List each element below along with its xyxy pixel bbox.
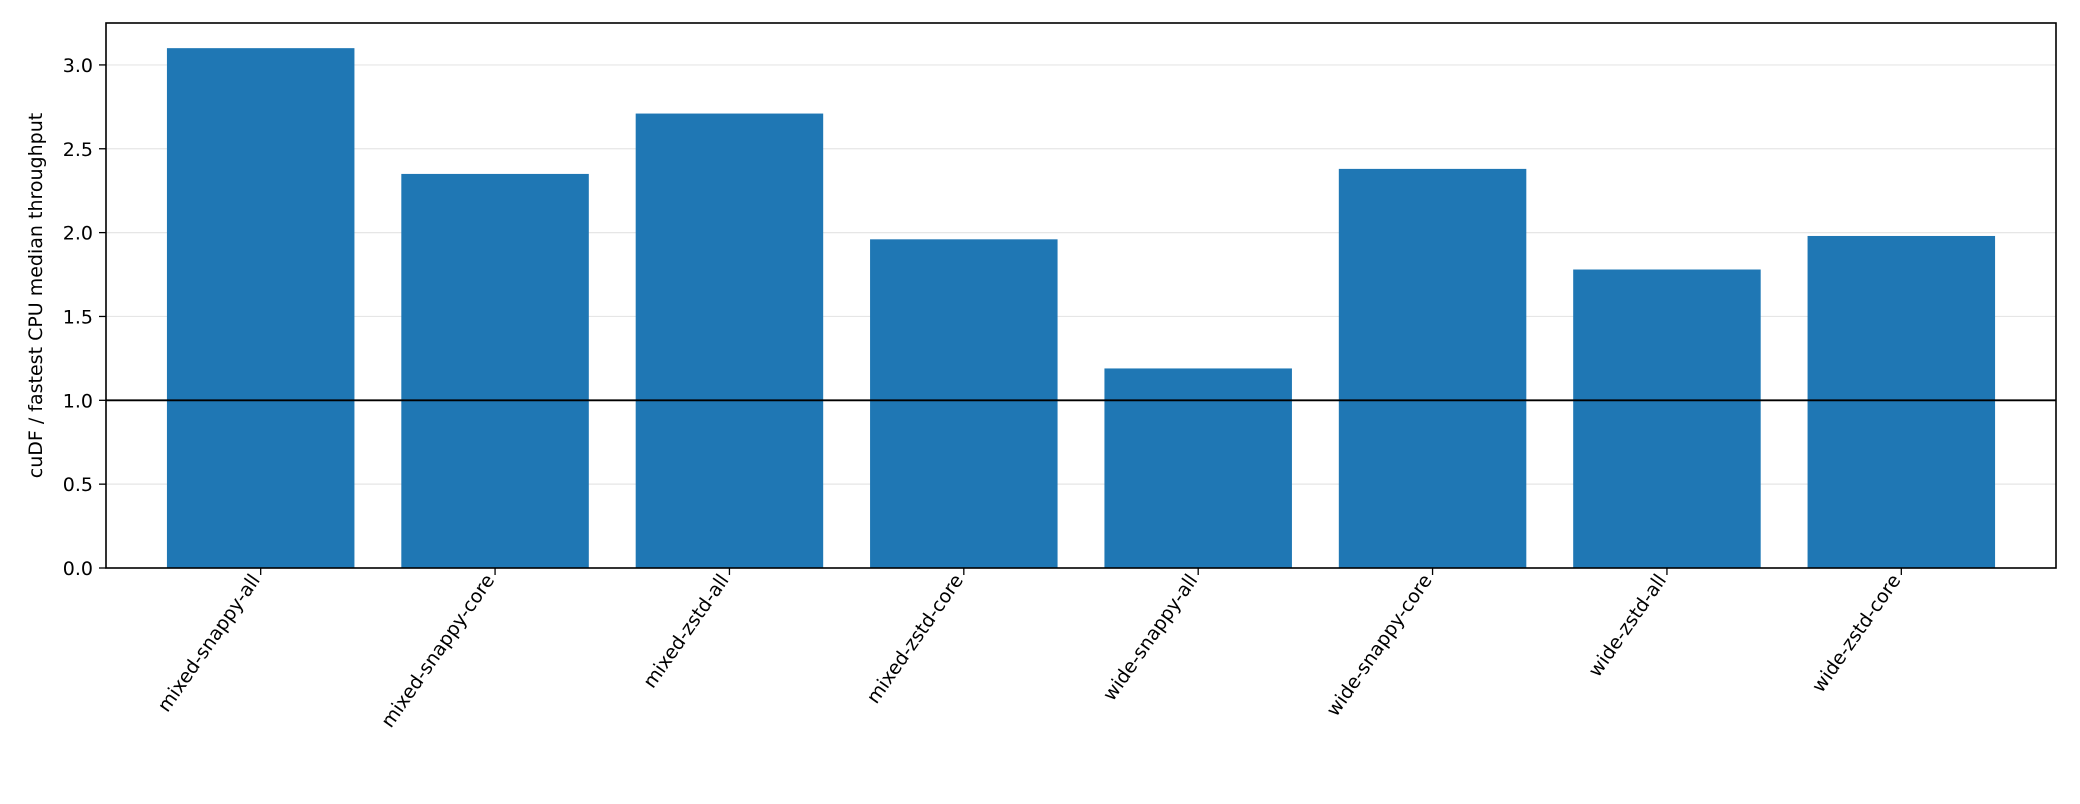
y-tick-label: 3.0 <box>63 55 93 77</box>
x-tick-label: mixed-snappy-core <box>377 570 499 731</box>
grid-lines <box>106 64 2056 569</box>
bar-mixed-snappy-all <box>166 48 355 568</box>
bar-mixed-zstd-all <box>635 113 824 569</box>
x-tick-label: wide-snappy-core <box>1322 570 1436 720</box>
x-tick-label: wide-snappy-all <box>1099 570 1203 705</box>
y-tick-label: 2.5 <box>63 139 93 161</box>
y-tick-label: 1.0 <box>63 390 93 412</box>
bar-wide-zstd-core <box>1807 235 1996 568</box>
bar-mixed-snappy-core <box>401 173 589 568</box>
plot-frame <box>105 22 2057 569</box>
bars <box>166 48 1996 569</box>
x-tick-label: mixed-zstd-core <box>862 570 967 708</box>
y-tick-label: 1.5 <box>63 306 93 328</box>
x-tick-label: wide-zstd-all <box>1584 570 1671 681</box>
bar-mixed-zstd-core <box>870 239 1058 569</box>
y-tick-label: 0.5 <box>63 474 93 496</box>
x-tick-label: mixed-zstd-all <box>639 570 734 692</box>
y-tick-label: 2.0 <box>63 223 93 245</box>
y-tick-label: 0.0 <box>63 558 93 580</box>
y-axis-label: cuDF / fastest CPU median throughput <box>25 113 47 478</box>
x-tick-label: wide-zstd-core <box>1808 570 1906 696</box>
axis-labels: cuDF / fastest CPU median throughput <box>25 113 47 478</box>
bar-wide-snappy-all <box>1104 368 1292 568</box>
bar-wide-zstd-all <box>1573 269 1761 568</box>
x-tick-label: mixed-snappy-all <box>153 570 264 716</box>
bar-wide-snappy-core <box>1338 168 1527 568</box>
